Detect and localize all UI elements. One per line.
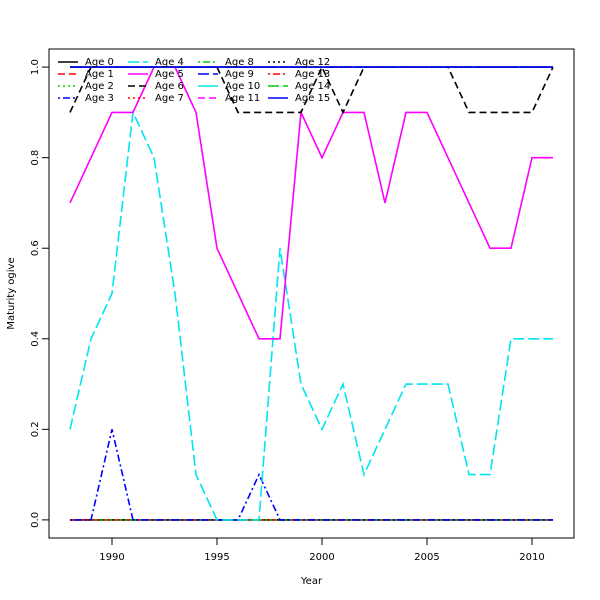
legend-label-age-13: Age 13 bbox=[295, 69, 330, 80]
legend-label-age-0: Age 0 bbox=[85, 57, 114, 68]
x-tick-label: 1990 bbox=[99, 552, 124, 563]
x-axis-title: Year bbox=[300, 576, 323, 587]
y-tick-label: 0.4 bbox=[30, 331, 41, 347]
legend-label-age-2: Age 2 bbox=[85, 81, 114, 92]
series-layer bbox=[69, 65, 554, 521]
legend-label-age-11: Age 11 bbox=[225, 93, 260, 104]
x-tick-label: 2010 bbox=[519, 552, 544, 563]
y-tick-label: 0.0 bbox=[30, 512, 41, 528]
legend-label-age-6: Age 6 bbox=[155, 81, 184, 92]
legend-label-age-8: Age 8 bbox=[225, 57, 254, 68]
series-line-age-6 bbox=[69, 65, 554, 115]
y-axis: 0.0 0.2 0.4 0.6 0.8 1.0 bbox=[30, 59, 49, 528]
legend-label-age-1: Age 1 bbox=[85, 69, 114, 80]
legend-label-age-7: Age 7 bbox=[155, 93, 184, 104]
legend-label-age-14: Age 14 bbox=[295, 81, 330, 92]
y-tick-label: 0.8 bbox=[30, 150, 41, 166]
legend-label-age-12: Age 12 bbox=[295, 57, 330, 68]
y-axis-title: Maturity ogive bbox=[6, 257, 17, 329]
plot-frame bbox=[48, 48, 575, 539]
legend-label-age-10: Age 10 bbox=[225, 81, 260, 92]
legend-label-age-4: Age 4 bbox=[155, 57, 184, 68]
series-line-age-3 bbox=[70, 429, 553, 521]
legend-label-age-9: Age 9 bbox=[225, 69, 254, 80]
y-tick-label: 0.2 bbox=[30, 421, 41, 437]
x-tick-label: 2005 bbox=[414, 552, 439, 563]
y-tick-label: 1.0 bbox=[30, 59, 41, 75]
x-tick-label: 2000 bbox=[309, 552, 334, 563]
legend-label-age-5: Age 5 bbox=[155, 69, 184, 80]
legend-label-age-15: Age 15 bbox=[295, 93, 330, 104]
series-line-age-5 bbox=[69, 66, 553, 340]
legend-label-age-3: Age 3 bbox=[85, 93, 114, 104]
x-tick-label: 1995 bbox=[204, 552, 229, 563]
x-axis: 1990 1995 2000 2005 2010 bbox=[99, 538, 545, 563]
y-tick-label: 0.6 bbox=[30, 240, 41, 256]
series-line-age-4 bbox=[69, 109, 553, 521]
